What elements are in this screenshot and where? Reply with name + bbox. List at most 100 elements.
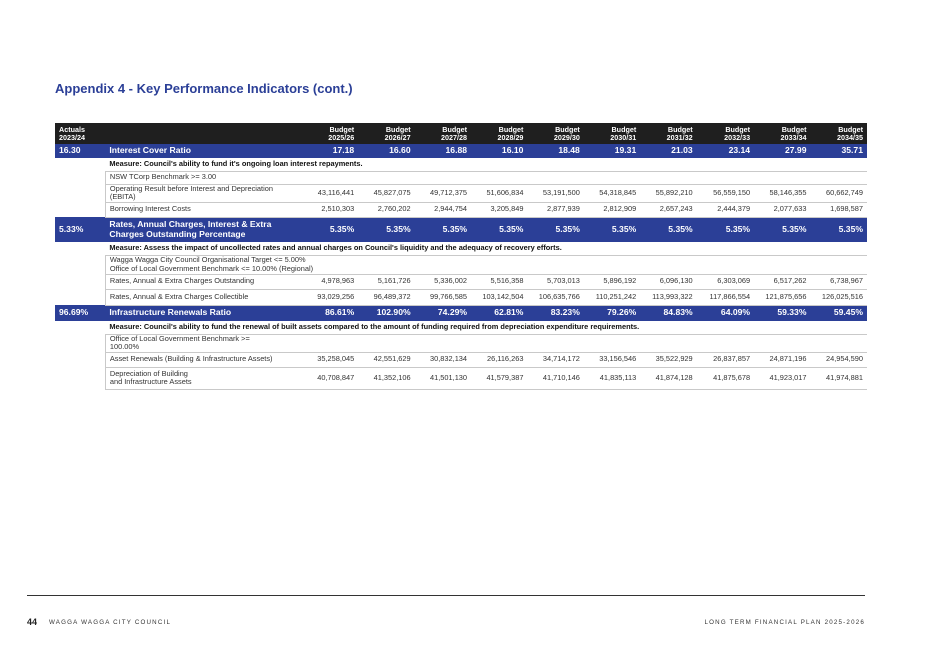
kpi-value: 23.14	[696, 144, 755, 159]
row-value: 24,954,590	[810, 352, 867, 368]
kpi-value: 5.35%	[754, 217, 811, 243]
header-actuals: Actuals 2023/24	[55, 123, 106, 144]
row-value: 41,923,017	[754, 367, 811, 390]
row-actual-spacer	[55, 255, 106, 274]
row-value: 6,738,967	[810, 274, 867, 290]
header-year: Budget 2032/33	[696, 123, 755, 144]
header-year: Budget 2031/32	[640, 123, 697, 144]
row-value: 5,161,726	[358, 274, 415, 290]
kpi-name: Interest Cover Ratio	[105, 144, 303, 159]
row-value: 2,812,909	[583, 202, 641, 218]
table-row: Rates, Annual & Extra Charges Collectibl…	[55, 289, 867, 306]
row-value: 49,712,375	[414, 184, 472, 203]
kpi-value: 5.35%	[583, 217, 641, 243]
kpi-table: Actuals 2023/24 Budget 2025/26 Budget 2026/…	[55, 123, 867, 390]
table-row: Operating Result before Interest and Dep…	[55, 184, 867, 203]
row-label: Borrowing Interest Costs	[104, 202, 303, 218]
kpi-value: 5.35%	[414, 217, 472, 243]
kpi-value: 86.61%	[302, 305, 359, 322]
kpi-value: 83.23%	[527, 305, 584, 322]
row-value: 51,606,834	[471, 184, 528, 203]
kpi-value: 27.99	[754, 144, 811, 159]
header-blank	[105, 123, 303, 144]
row-value: 34,714,172	[527, 352, 584, 368]
table-row: Wagga Wagga City Council Organisational …	[55, 255, 867, 275]
row-value: 30,832,134	[414, 352, 472, 368]
table-row: NSW TCorp Benchmark >= 3.00	[55, 171, 867, 185]
kpi-value: 5.35%	[696, 217, 755, 243]
row-label: Office of Local Government Benchmark >= 1…	[104, 334, 867, 353]
kpi-value: 19.31	[583, 144, 641, 159]
row-value: 2,657,243	[640, 202, 697, 218]
header-year: Budget 2034/35	[810, 123, 867, 144]
row-value: 2,944,754	[414, 202, 472, 218]
row-value: 45,827,075	[358, 184, 415, 203]
row-value: 5,703,013	[527, 274, 584, 290]
kpi-value: 5.35%	[471, 217, 528, 243]
header-year: Budget 2026/27	[358, 123, 415, 144]
kpi-value: 102.90%	[358, 305, 415, 322]
row-value: 35,258,045	[302, 352, 359, 368]
measure-text: Measure: Assess the impact of uncollecte…	[105, 242, 867, 256]
row-actual-spacer	[55, 171, 106, 184]
row-value: 2,760,202	[358, 202, 415, 218]
row-value: 41,835,113	[583, 367, 641, 390]
header-year: Budget 2030/31	[583, 123, 641, 144]
row-value: 43,116,441	[302, 184, 359, 203]
row-value: 6,517,262	[754, 274, 811, 290]
row-actual-spacer	[55, 289, 106, 305]
kpi-name: Infrastructure Renewals Ratio	[105, 305, 303, 322]
row-label: Wagga Wagga City Council Organisational …	[104, 255, 867, 275]
kpi-row: 16.30 Interest Cover Ratio 17.18 16.60 16.88…	[55, 144, 867, 159]
row-actual-spacer	[55, 367, 106, 389]
kpi-value: 84.83%	[640, 305, 697, 322]
row-value: 2,877,939	[527, 202, 584, 218]
kpi-value: 5.35%	[302, 217, 359, 243]
row-value: 41,579,387	[471, 367, 528, 390]
row-value: 41,352,106	[358, 367, 415, 390]
kpi-value: 59.45%	[810, 305, 867, 322]
header-year: Budget 2025/26	[302, 123, 359, 144]
row-value: 3,205,849	[471, 202, 528, 218]
row-value: 42,551,629	[358, 352, 415, 368]
row-label: Asset Renewals (Building & Infrastructur…	[104, 352, 303, 368]
kpi-row: 96.69% Infrastructure Renewals Ratio 86.61…	[55, 305, 867, 322]
row-label: NSW TCorp Benchmark >= 3.00	[104, 171, 867, 185]
row-label: Depreciation of Building and Infrastructu…	[104, 367, 303, 390]
row-value: 2,444,379	[696, 202, 755, 218]
row-value: 99,766,585	[414, 289, 472, 306]
measure-row: Measure: Council's ability to fund the r…	[55, 321, 867, 335]
row-value: 24,871,196	[754, 352, 811, 368]
kpi-value: 74.29%	[414, 305, 472, 322]
table-row: Borrowing Interest Costs 2,510,303 2,760,2…	[55, 202, 867, 218]
measure-text: Measure: Council's ability to fund it's …	[105, 158, 867, 172]
kpi-value: 16.88	[414, 144, 472, 159]
table-row: Rates, Annual & Extra Charges Outstandin…	[55, 274, 867, 290]
measure-row: Measure: Assess the impact of uncollecte…	[55, 242, 867, 256]
page-title: Appendix 4 - Key Performance Indicators …	[55, 81, 353, 96]
row-value: 41,974,881	[810, 367, 867, 390]
kpi-value: 5.35%	[527, 217, 584, 243]
row-value: 41,501,130	[414, 367, 472, 390]
row-value: 117,866,554	[696, 289, 755, 306]
row-actual-spacer	[55, 334, 106, 352]
kpi-value: 16.10	[471, 144, 528, 159]
kpi-actual: 5.33%	[55, 217, 106, 243]
row-value: 126,025,516	[810, 289, 867, 306]
kpi-value: 35.71	[810, 144, 867, 159]
row-value: 56,559,150	[696, 184, 755, 203]
kpi-value: 59.33%	[754, 305, 811, 322]
measure-row: Measure: Council's ability to fund it's …	[55, 158, 867, 172]
kpi-value: 64.09%	[696, 305, 755, 322]
header-year: Budget 2028/29	[471, 123, 528, 144]
row-value: 121,875,656	[754, 289, 811, 306]
row-value: 5,896,192	[583, 274, 641, 290]
kpi-value: 21.03	[640, 144, 697, 159]
kpi-value: 62.81%	[471, 305, 528, 322]
row-value: 2,510,303	[302, 202, 359, 218]
row-value: 53,191,500	[527, 184, 584, 203]
header-year: Budget 2033/34	[754, 123, 811, 144]
row-value: 60,662,749	[810, 184, 867, 203]
row-value: 41,875,678	[696, 367, 755, 390]
kpi-value: 5.35%	[640, 217, 697, 243]
